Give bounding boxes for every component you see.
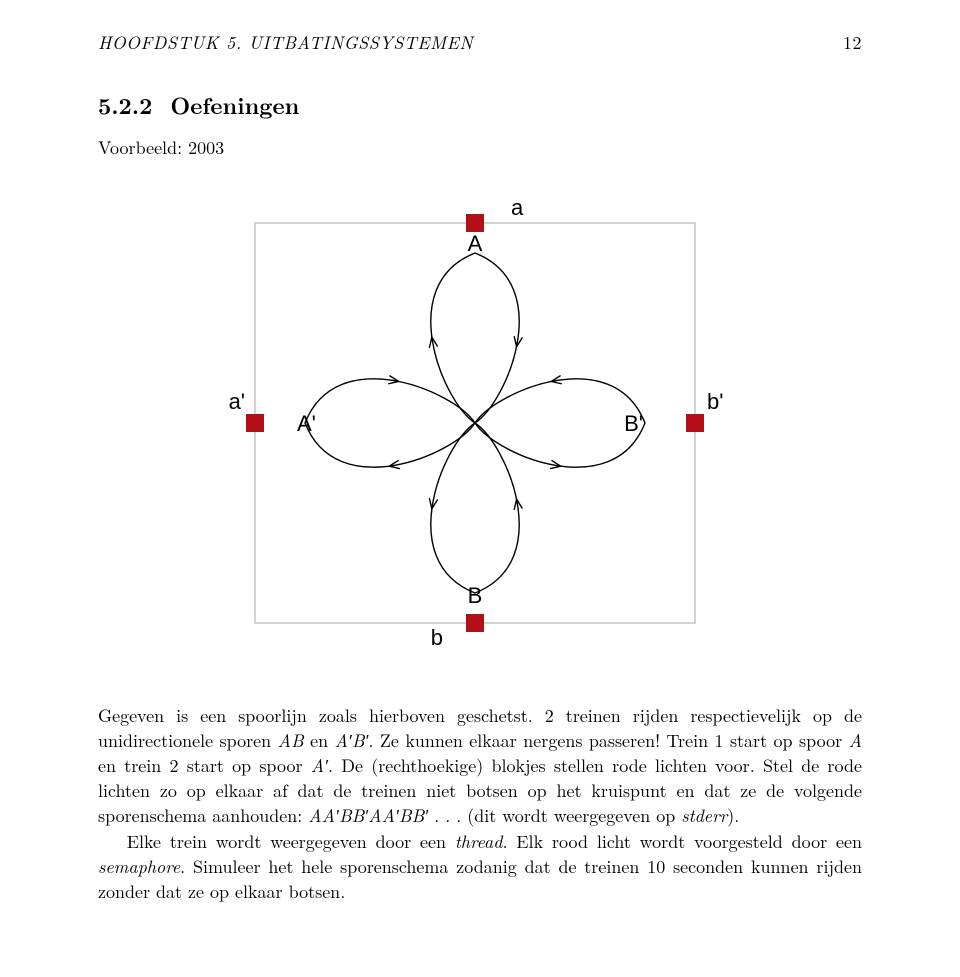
running-header: HOOFDSTUK 5. UITBATINGSSYSTEMEN 12 [98, 30, 862, 55]
term-thread: thread [455, 829, 503, 854]
track-figure: a Aa' A' B' b' Bb [98, 183, 862, 663]
math-sequence: AA′BB′AA′BB′ [308, 803, 428, 828]
svg-text:B: B [468, 583, 483, 608]
text-run: en trein 2 start op spoor [98, 753, 311, 778]
svg-text:B': B' [624, 411, 643, 436]
section-title: Oefeningen [170, 88, 299, 121]
svg-text:a: a [511, 195, 524, 220]
math-ApBp: A′B′ [335, 728, 369, 753]
math-Aprime: A′ [311, 753, 328, 778]
text-run: . Ze kunnen elkaar nergens passeren! Tre… [368, 728, 848, 753]
text-run: . Elk rood licht wordt voorgesteld door … [502, 829, 862, 854]
svg-text:A': A' [297, 411, 316, 436]
text-run: . Simuleer het hele sporenschema zodanig… [98, 854, 862, 904]
text-run: Elke trein wordt weergegeven door een [127, 829, 455, 854]
svg-text:b': b' [707, 389, 723, 414]
paragraph-2: Elke trein wordt weergegeven door een th… [98, 829, 862, 905]
svg-text:b: b [431, 625, 443, 650]
text-run: . . . (dit wordt weergegeven op [428, 803, 681, 828]
text-run: en [304, 728, 335, 753]
section-heading: 5.2.2 Oefeningen [98, 89, 862, 121]
svg-text:A: A [468, 231, 483, 256]
track-diagram-svg: a Aa' A' B' b' Bb [215, 183, 745, 663]
paragraph-1: Gegeven is een spoorlijn zoals hierboven… [98, 703, 862, 829]
example-subtitle: Voorbeeld: 2003 [98, 135, 862, 160]
page-number: 12 [843, 30, 862, 55]
term-stderr: stderr [681, 803, 727, 828]
math-A: A [849, 728, 862, 753]
term-semaphore: semaphore [98, 854, 180, 879]
running-header-left: HOOFDSTUK 5. UITBATINGSSYSTEMEN [98, 30, 473, 55]
section-number: 5.2.2 [98, 88, 152, 121]
text-run: ). [727, 803, 739, 828]
svg-text:a': a' [229, 389, 245, 414]
page: HOOFDSTUK 5. UITBATINGSSYSTEMEN 12 5.2.2… [0, 0, 960, 944]
math-AB: AB [278, 728, 304, 753]
body-text: Gegeven is een spoorlijn zoals hierboven… [98, 703, 862, 905]
